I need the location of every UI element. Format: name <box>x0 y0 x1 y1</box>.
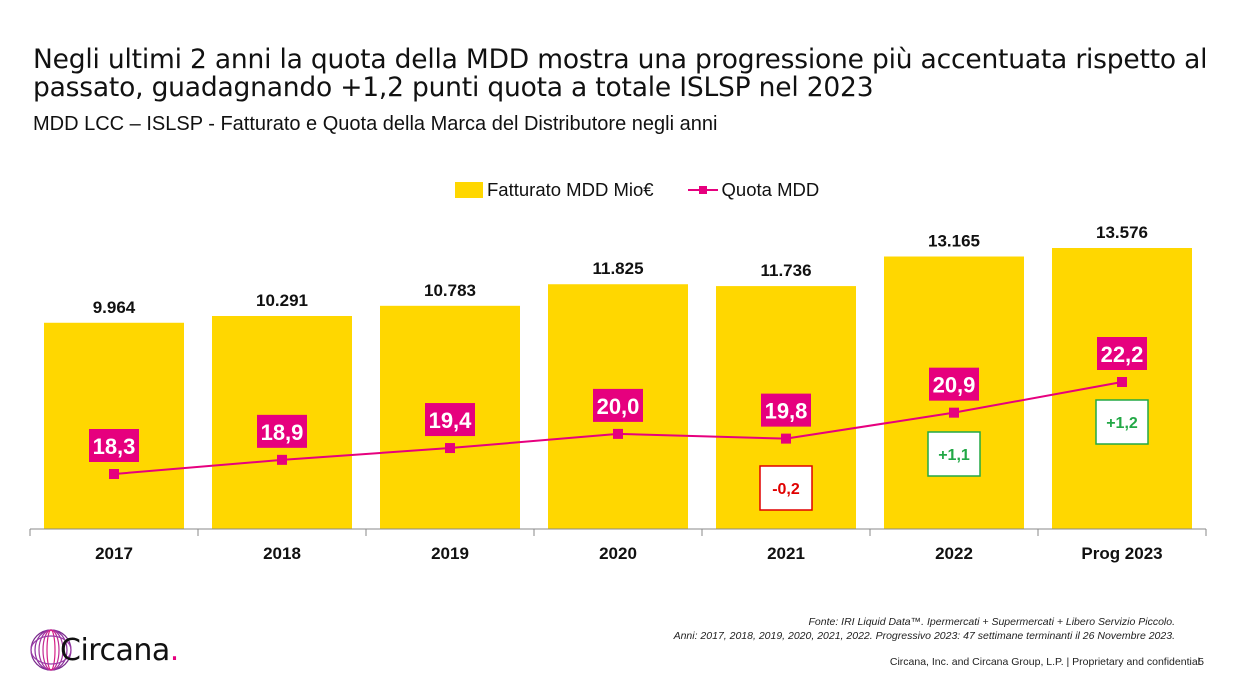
quota-point <box>781 433 791 444</box>
quota-value-label: 19,8 <box>765 399 808 424</box>
quota-label-box <box>761 393 811 427</box>
bar-prog-2023 <box>1052 248 1192 529</box>
bar-value-label: 9.964 <box>93 298 136 317</box>
legend-label-bar: Fatturato MDD Mio€ <box>487 179 654 200</box>
source-line-1: Fonte: IRI Liquid Data™. Ipermercati + S… <box>808 616 1176 628</box>
x-tick-label: Prog 2023 <box>1081 544 1162 563</box>
bar-value-label: 13.165 <box>928 232 980 251</box>
bar-value-label: 11.825 <box>592 259 643 278</box>
page-number: 5 <box>1198 656 1204 668</box>
logo-dot: . <box>169 632 180 668</box>
legend-item-bar: Fatturato MDD Mio€ <box>455 179 654 201</box>
delta-label: +1,1 <box>938 447 970 464</box>
quota-point <box>445 443 455 454</box>
quota-point <box>109 469 119 479</box>
circana-logo-icon <box>30 629 72 671</box>
chart-legend: Fatturato MDD Mio€ Quota MDD <box>455 178 819 202</box>
delta-box <box>759 465 813 511</box>
legend-bar-swatch <box>455 182 483 198</box>
bar-value-label: 13.576 <box>1096 223 1148 242</box>
circana-logo: Circana. <box>28 627 179 673</box>
quota-point <box>613 428 623 439</box>
bar-2017 <box>44 322 184 529</box>
x-tick-label: 2021 <box>767 544 805 563</box>
quota-label-box <box>425 403 475 437</box>
x-tick-label: 2019 <box>431 544 469 563</box>
legend-line-swatch <box>687 182 718 198</box>
quota-point <box>949 407 959 418</box>
quota-value-label: 18,3 <box>93 434 136 459</box>
quota-label-box <box>929 367 979 401</box>
bar-value-label: 10.291 <box>256 291 308 310</box>
quota-value-label: 19,4 <box>429 408 473 433</box>
slide-subtitle: MDD LCC – ISLSP - Fatturato e Quota dell… <box>33 113 718 135</box>
bar-value-label: 11.736 <box>760 261 811 280</box>
quota-value-label: 18,9 <box>261 420 304 445</box>
logo-wordmark: Circana. <box>60 633 179 668</box>
quota-point <box>1117 377 1127 387</box>
quota-label-box <box>593 388 643 422</box>
quota-value-label: 20,9 <box>933 373 976 398</box>
quota-point <box>277 454 287 465</box>
source-note: Fonte: IRI Liquid Data™. Ipermercati + S… <box>674 615 1175 643</box>
x-tick-label: 2022 <box>935 544 973 563</box>
legend-item-line: Quota MDD <box>687 179 820 201</box>
quota-label-box <box>257 414 307 448</box>
x-tick-label: 2020 <box>599 544 637 563</box>
slide-title: Negli ultimi 2 anni la quota della MDD m… <box>33 44 1208 103</box>
legend-label-line: Quota MDD <box>721 179 820 200</box>
delta-box <box>927 431 981 477</box>
quota-value-label: 20,0 <box>597 394 640 419</box>
logo-word: Circana <box>60 632 170 668</box>
delta-label: -0,2 <box>772 481 800 498</box>
copyright-label: Circana, Inc. and Circana Group, L.P. | … <box>889 656 1200 668</box>
delta-label: +1,2 <box>1106 415 1138 432</box>
x-tick-label: 2017 <box>95 544 133 563</box>
copyright-text: Circana, Inc. and Circana Group, L.P. | … <box>890 656 1200 668</box>
source-line-2: Anni: 2017, 2018, 2019, 2020, 2021, 2022… <box>673 630 1175 642</box>
quota-label-box <box>1097 337 1147 370</box>
quota-value-label: 22,2 <box>1101 342 1144 367</box>
quota-label-box <box>89 429 139 462</box>
delta-box <box>1095 399 1149 445</box>
x-tick-label: 2018 <box>263 544 301 563</box>
bar-value-label: 10.783 <box>424 281 476 300</box>
